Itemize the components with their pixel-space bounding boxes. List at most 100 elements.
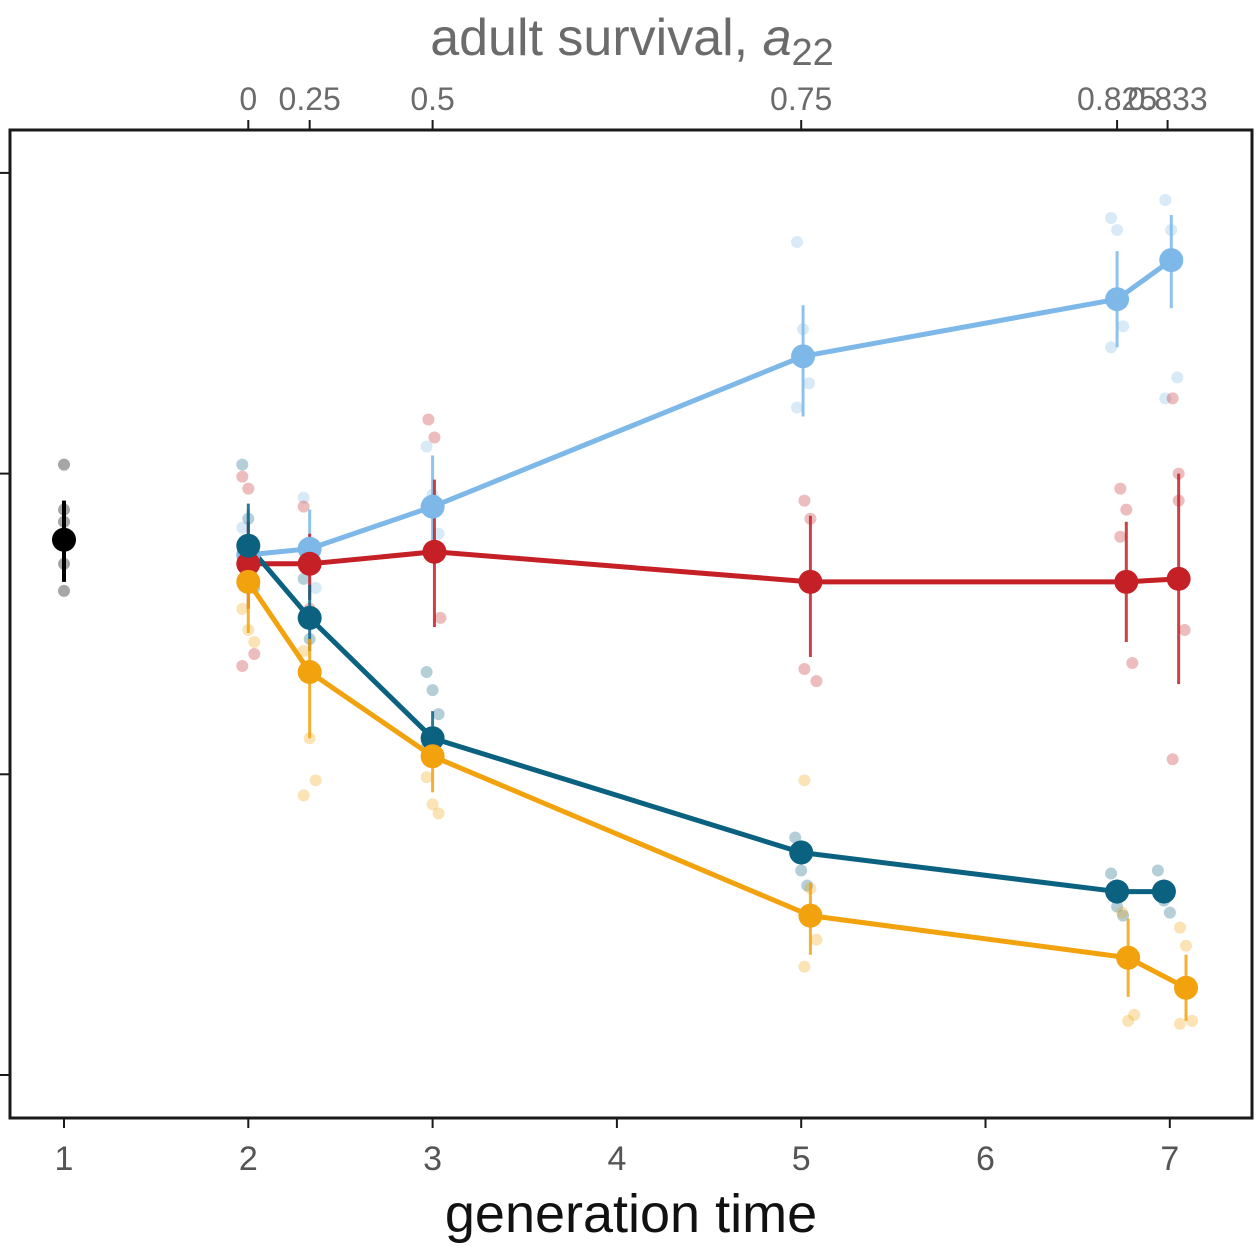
light-blue-mean-point xyxy=(1159,248,1184,273)
orange-replicate-point xyxy=(426,798,439,811)
top-axis-title-symbol: a xyxy=(763,9,792,67)
orange-replicate-point xyxy=(1122,1014,1135,1027)
top-tick-label: 0.25 xyxy=(279,81,341,117)
top-axis-title: adult survival, a22 xyxy=(430,9,834,74)
red-replicate-point xyxy=(798,494,811,507)
dark-teal-mean-point xyxy=(789,840,814,865)
light-blue-mean-point xyxy=(1105,287,1130,312)
error-bars-layer xyxy=(62,214,1188,1021)
orange-series-line xyxy=(246,580,1188,991)
red-replicate-point xyxy=(248,648,261,661)
orange-replicate-point xyxy=(309,774,322,787)
red-replicate-point xyxy=(422,413,435,426)
dark-teal-replicate-point xyxy=(420,666,433,679)
red-replicate-point xyxy=(1166,753,1179,766)
orange-replicate-point xyxy=(810,933,823,946)
orange-replicate-point xyxy=(236,602,249,615)
light-blue-replicate-point xyxy=(236,521,249,534)
dark-teal-mean-point xyxy=(297,605,322,630)
red-mean-point xyxy=(297,551,322,576)
plot-frame xyxy=(8,128,1254,1120)
red-replicate-point xyxy=(242,482,255,495)
light-blue-replicate-point xyxy=(1159,193,1172,206)
orange-replicate-point xyxy=(1186,1014,1199,1027)
top-tick-label: 0.5 xyxy=(410,81,454,117)
red-replicate-point xyxy=(236,660,249,673)
dark-teal-series-line xyxy=(246,544,1164,895)
orange-replicate-point xyxy=(798,774,811,787)
dark-teal-replicate-point xyxy=(297,572,310,585)
dark-teal-replicate-point xyxy=(426,684,439,697)
series-lines-layer xyxy=(246,258,1188,991)
dark-teal-replicate-point xyxy=(236,458,249,471)
orange-mean-point xyxy=(1116,945,1141,970)
orange-replicate-point xyxy=(297,645,310,658)
red-mean-point xyxy=(798,569,823,594)
red-replicate-point xyxy=(428,431,441,444)
red-mean-point xyxy=(1166,566,1191,591)
orange-replicate-point xyxy=(1116,906,1129,919)
orange-replicate-point xyxy=(432,807,445,820)
orange-replicate-point xyxy=(1174,921,1187,934)
light-blue-mean-point xyxy=(791,344,816,369)
dark-teal-mean-point xyxy=(1105,879,1130,904)
dark-teal-mean-point xyxy=(420,726,445,751)
orange-mean-point xyxy=(798,903,823,928)
orange-mean-point xyxy=(420,744,445,769)
dark-teal-replicate-point xyxy=(789,831,802,844)
dark-teal-mean-point xyxy=(1151,879,1176,904)
top-tick-label: 0.825 xyxy=(1077,81,1157,117)
red-mean-point xyxy=(1114,569,1139,594)
red-replicate-point xyxy=(1166,392,1179,405)
top-tick-label: 0 xyxy=(239,81,257,117)
red-replicate-point xyxy=(1120,503,1133,516)
red-replicate-point xyxy=(1114,482,1127,495)
light-blue-replicate-point xyxy=(297,491,310,504)
x-axis-title: generation time xyxy=(445,1184,817,1244)
x-tick-label: 6 xyxy=(976,1140,995,1178)
light-blue-replicate-point xyxy=(1105,212,1118,225)
light-blue-replicate-point xyxy=(420,440,433,453)
orange-mean-point xyxy=(236,569,261,594)
orange-replicate-point xyxy=(248,635,261,648)
orange-replicate-point xyxy=(420,771,433,784)
red-replicate-point xyxy=(1178,623,1191,636)
top-tick-label: 0.833 xyxy=(1128,81,1208,117)
orange-replicate-point xyxy=(1128,1008,1141,1021)
dark-teal-replicate-point xyxy=(1117,909,1130,922)
orange-mean-point xyxy=(297,660,322,685)
reference-mean-point xyxy=(52,527,76,552)
dark-teal-replicate-point xyxy=(1111,900,1124,913)
dark-teal-replicate-point xyxy=(1105,867,1118,880)
orange-replicate-point xyxy=(1174,1017,1187,1030)
light-blue-replicate-point xyxy=(791,236,804,249)
light-blue-replicate-point xyxy=(1105,341,1118,354)
light-blue-replicate-point xyxy=(1117,320,1130,333)
light-blue-replicate-point xyxy=(309,581,322,594)
orange-replicate-point xyxy=(798,960,811,973)
reference-replicate-point xyxy=(58,584,70,597)
light-blue-mean-point xyxy=(420,494,445,519)
light-blue-replicate-point xyxy=(803,377,816,390)
reference-replicate-point xyxy=(58,458,70,471)
dark-teal-replicate-point xyxy=(795,864,808,877)
dark-teal-mean-point xyxy=(236,533,261,558)
orange-replicate-point xyxy=(297,789,310,802)
x-tick-label: 1 xyxy=(55,1140,74,1178)
light-blue-replicate-point xyxy=(1111,224,1124,237)
mean-points-layer xyxy=(52,248,1199,1000)
red-series-line xyxy=(248,549,1179,585)
dark-teal-replicate-point xyxy=(1163,906,1176,919)
red-replicate-point xyxy=(236,470,249,483)
red-replicate-point xyxy=(810,675,823,688)
red-mean-point xyxy=(422,539,447,564)
red-replicate-point xyxy=(1114,530,1127,543)
red-replicate-point xyxy=(297,500,310,513)
red-replicate-point xyxy=(798,663,811,676)
red-replicate-point xyxy=(434,611,447,624)
x-tick-label: 2 xyxy=(239,1140,258,1178)
x-tick-label: 4 xyxy=(607,1140,626,1178)
orange-replicate-point xyxy=(1180,939,1193,952)
